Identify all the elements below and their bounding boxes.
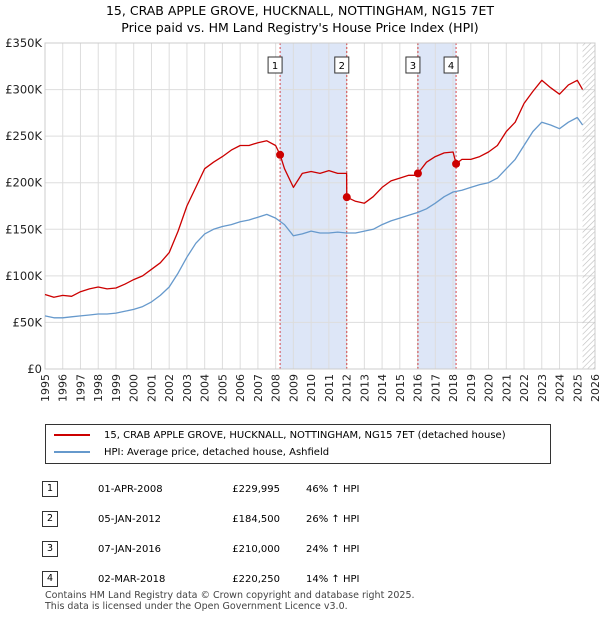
y-tick-label: £200K [5,176,42,190]
x-tick-label: 2014 [376,374,389,402]
x-tick-label: 2023 [536,374,549,402]
table-row: 1 01-APR-2008 £229,995 46% ↑ HPI [42,474,426,504]
legend-label-property: 15, CRAB APPLE GROVE, HUCKNALL, NOTTINGH… [104,429,506,441]
sale-date: 02-MAR-2018 [98,573,166,585]
table-row: 4 02-MAR-2018 £220,250 14% ↑ HPI [42,564,426,594]
legend-item-hpi: HPI: Average price, detached house, Ashf… [54,444,329,460]
footer-licence: This data is licensed under the Open Gov… [45,601,348,612]
x-tick-label: 2011 [323,374,336,402]
legend-swatch-property [54,434,90,436]
sale-badge: 2 [42,511,58,527]
sale-label-number: 2 [339,61,345,72]
sale-price: £229,995 [232,483,280,495]
sale-interval-shade [417,43,457,369]
footer: Contains HM Land Registry data © Crown c… [45,590,415,612]
sale-date: 01-APR-2008 [98,483,163,495]
sale-date: 07-JAN-2016 [98,543,162,555]
x-tick-label: 1996 [57,374,70,402]
sales-table: 1 01-APR-2008 £229,995 46% ↑ HPI 2 05-JA… [42,474,426,594]
sale-badge: 1 [42,481,58,497]
x-tick-label: 2006 [234,374,247,402]
sale-badge: 4 [42,571,58,587]
x-tick-label: 2012 [341,374,354,402]
x-tick-label: 2021 [500,374,513,402]
y-tick-label: £300K [5,83,42,97]
sale-label-box [405,56,421,74]
x-tick-label: 2017 [429,374,442,402]
sale-point [413,169,422,178]
x-tick-label: 2005 [216,374,229,402]
x-tick-label: 1999 [110,374,123,402]
plot-frame [44,42,596,370]
x-tick-label: 1998 [92,374,105,402]
sale-label-box [334,56,350,74]
x-tick-label: 2010 [305,374,318,402]
y-tick-label: £100K [5,269,42,283]
x-tick-label: 2015 [394,374,407,402]
sale-point [342,193,351,202]
sale-date: 05-JAN-2012 [98,513,162,525]
x-tick-label: 2016 [412,374,425,402]
series-line-hpi [44,116,584,319]
sale-interval-shade [280,43,347,369]
sale-hpi: 14% ↑ HPI [306,573,360,585]
legend-item-property: 15, CRAB APPLE GROVE, HUCKNALL, NOTTINGH… [54,427,506,443]
x-tick-label: 2004 [199,374,212,402]
sale-price: £210,000 [232,543,280,555]
price-chart: £0 £50K £100K £150K £200K £250K £300K £350K 1995… [5,36,600,402]
legend-label-hpi: HPI: Average price, detached house, Ashf… [104,446,330,458]
y-tick-label: £50K [13,315,43,329]
x-tick-label: 2025 [571,374,584,402]
x-tick-label: 2007 [252,374,265,402]
sale-hpi: 24% ↑ HPI [306,543,360,555]
sale-point [452,159,461,168]
x-tick-label: 1995 [39,374,52,402]
x-tick-label: 2013 [358,374,371,402]
chart-subtitle: Price paid vs. HM Land Registry's House … [121,20,479,35]
sale-label-number: 3 [410,61,416,72]
x-tick-label: 2008 [270,374,283,402]
sale-price: £184,500 [232,513,280,525]
sale-price: £220,250 [232,573,280,585]
x-tick-label: 2001 [145,374,158,402]
series-line-property [44,79,584,298]
x-tick-label: 2026 [589,374,600,402]
x-tick-label: 2019 [465,374,478,402]
y-tick-label: £0 [27,362,42,376]
sale-hpi: 26% ↑ HPI [306,513,360,525]
x-tick-label: 2020 [483,374,496,402]
x-tick-label: 2009 [287,374,300,402]
y-tick-label: £150K [5,222,42,236]
footer-copyright: Contains HM Land Registry data © Crown c… [45,590,415,601]
x-tick-label: 2024 [554,374,567,402]
x-tick-label: 2022 [518,374,531,402]
sale-label-number: 4 [448,61,454,72]
sale-hpi: 46% ↑ HPI [306,483,360,495]
table-row: 3 07-JAN-2016 £210,000 24% ↑ HPI [42,534,426,564]
x-tick-label: 2000 [128,374,141,402]
table-row: 2 05-JAN-2012 £184,500 26% ↑ HPI [42,504,426,534]
projection-hatch [582,43,595,369]
sale-point [276,150,285,159]
y-tick-label: £250K [5,129,42,143]
legend: 15, CRAB APPLE GROVE, HUCKNALL, NOTTINGH… [45,424,551,464]
legend-swatch-hpi [54,451,90,453]
x-tick-label: 2003 [181,374,194,402]
sale-label-number: 1 [272,61,278,72]
x-tick-label: 2002 [163,374,176,402]
x-tick-label: 2018 [447,374,460,402]
x-tick-label: 1997 [74,374,87,402]
chart-title: 15, CRAB APPLE GROVE, HUCKNALL, NOTTINGH… [105,3,494,18]
sale-badge: 3 [42,541,58,557]
sale-label-box [443,56,459,74]
sale-label-box [267,56,283,74]
y-tick-label: £350K [5,36,42,50]
